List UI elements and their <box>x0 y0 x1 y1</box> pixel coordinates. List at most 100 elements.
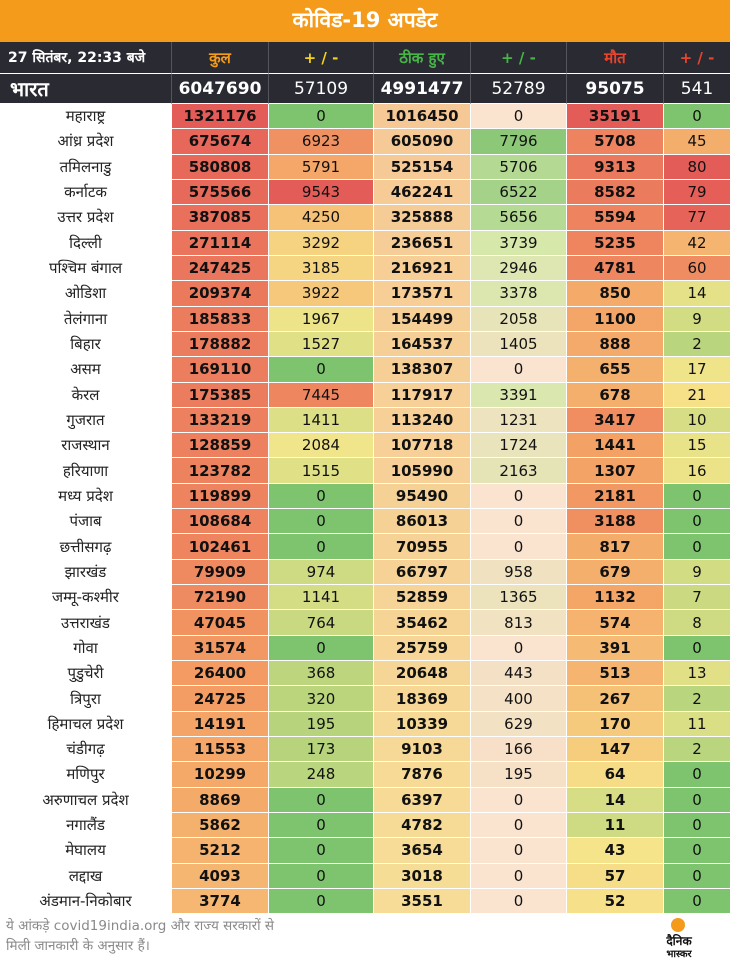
cell-recovered: 236651 <box>374 230 471 256</box>
cell-recovered-change: 1365 <box>471 585 567 611</box>
national-recovered: 4991477 <box>374 74 471 104</box>
cell-recovered-change: 443 <box>471 661 567 687</box>
cell-deaths-change: 0 <box>664 483 730 510</box>
source-note-line1: ये आंकड़े covid19india.org और राज्य सरका… <box>6 918 275 934</box>
cell-deaths-change: 79 <box>664 179 730 206</box>
cell-deaths-change: 8 <box>664 610 730 636</box>
state-name: चंडीगढ़ <box>0 737 172 763</box>
cell-total: 14191 <box>172 711 269 737</box>
cell-deaths-change: 9 <box>664 306 730 332</box>
cell-recovered: 10339 <box>374 711 471 737</box>
cell-total: 580808 <box>172 154 269 180</box>
state-name: छत्तीसगढ़ <box>0 534 172 560</box>
cell-recovered: 6397 <box>374 787 471 813</box>
table-row: नगालैंड 5862 0 4782 0 11 0 <box>0 812 730 839</box>
table-row: लद्दाख 4093 0 3018 0 57 0 <box>0 863 730 889</box>
cell-deaths-change: 45 <box>664 129 730 155</box>
cell-deaths: 52 <box>567 888 664 915</box>
cell-deaths-change: 0 <box>664 812 730 839</box>
state-name: आंध्र प्रदेश <box>0 129 172 155</box>
logo-line2: भास्कर <box>666 949 692 960</box>
cell-deaths-change: 10 <box>664 407 730 434</box>
cell-recovered-change: 0 <box>471 534 567 560</box>
cell-total-change: 0 <box>269 104 374 130</box>
cell-deaths: 3417 <box>567 407 664 434</box>
cell-deaths: 5708 <box>567 129 664 155</box>
table-row: गुजरात 133219 1411 113240 1231 3417 10 <box>0 407 730 434</box>
cell-recovered-change: 0 <box>471 812 567 839</box>
cell-deaths: 888 <box>567 331 664 358</box>
cell-deaths-change: 0 <box>664 838 730 864</box>
cell-total: 10299 <box>172 762 269 788</box>
header-deaths: मौत <box>567 42 664 74</box>
state-name: मणिपुर <box>0 762 172 788</box>
cell-total: 185833 <box>172 306 269 332</box>
cell-recovered-change: 0 <box>471 838 567 864</box>
table-row: हिमाचल प्रदेश 14191 195 10339 629 170 11 <box>0 711 730 737</box>
cell-recovered-change: 1724 <box>471 433 567 459</box>
cell-deaths: 3188 <box>567 509 664 535</box>
cell-recovered: 3654 <box>374 838 471 864</box>
state-name: मध्य प्रदेश <box>0 483 172 510</box>
cell-recovered-change: 6522 <box>471 179 567 206</box>
cell-recovered: 154499 <box>374 306 471 332</box>
table-row: तेलंगाना 185833 1967 154499 2058 1100 9 <box>0 306 730 332</box>
state-name: केरल <box>0 382 172 408</box>
cell-deaths: 679 <box>567 559 664 586</box>
cell-deaths: 57 <box>567 863 664 889</box>
cell-deaths-change: 17 <box>664 357 730 383</box>
cell-deaths-change: 2 <box>664 737 730 763</box>
state-name: अरुणाचल प्रदेश <box>0 787 172 813</box>
table-row: दिल्ली 271114 3292 236651 3739 5235 42 <box>0 230 730 256</box>
cell-recovered-change: 2163 <box>471 458 567 484</box>
cell-deaths-change: 0 <box>664 863 730 889</box>
cell-total-change: 0 <box>269 635 374 662</box>
state-name: कर्नाटक <box>0 179 172 206</box>
cell-recovered-change: 3391 <box>471 382 567 408</box>
cell-recovered-change: 0 <box>471 509 567 535</box>
cell-recovered: 9103 <box>374 737 471 763</box>
cell-recovered-change: 7796 <box>471 129 567 155</box>
cell-deaths-change: 0 <box>664 635 730 662</box>
cell-recovered: 70955 <box>374 534 471 560</box>
national-deaths-change: 541 <box>664 74 730 104</box>
cell-total-change: 0 <box>269 357 374 383</box>
state-name: हरियाणा <box>0 458 172 484</box>
cell-total-change: 0 <box>269 888 374 915</box>
state-name: झारखंड <box>0 559 172 586</box>
cell-deaths-change: 11 <box>664 711 730 737</box>
cell-deaths: 267 <box>567 686 664 712</box>
cell-total: 675674 <box>172 129 269 155</box>
cell-deaths-change: 80 <box>664 154 730 180</box>
cell-deaths: 655 <box>567 357 664 383</box>
cell-total-change: 5791 <box>269 154 374 180</box>
cell-deaths-change: 0 <box>664 787 730 813</box>
dainik-bhaskar-logo: दैनिक भास्कर <box>655 918 703 966</box>
table-row: राजस्थान 128859 2084 107718 1724 1441 15 <box>0 433 730 459</box>
cell-total: 1321176 <box>172 104 269 130</box>
state-name: लद्दाख <box>0 863 172 889</box>
cell-total-change: 368 <box>269 661 374 687</box>
state-name: राजस्थान <box>0 433 172 459</box>
cell-deaths: 1100 <box>567 306 664 332</box>
cell-deaths: 5594 <box>567 205 664 231</box>
state-name: अंडमान-निकोबार <box>0 888 172 915</box>
table-row: मध्य प्रदेश 119899 0 95490 0 2181 0 <box>0 483 730 510</box>
cell-deaths: 817 <box>567 534 664 560</box>
table-row: ओडिशा 209374 3922 173571 3378 850 14 <box>0 281 730 307</box>
cell-total-change: 0 <box>269 812 374 839</box>
cell-recovered-change: 0 <box>471 104 567 130</box>
cell-deaths-change: 0 <box>664 104 730 130</box>
cell-total-change: 0 <box>269 787 374 813</box>
state-name: हिमाचल प्रदेश <box>0 711 172 737</box>
state-name: पश्चिम बंगाल <box>0 255 172 282</box>
cell-total-change: 3922 <box>269 281 374 307</box>
cell-total-change: 248 <box>269 762 374 788</box>
cell-recovered: 18369 <box>374 686 471 712</box>
cell-deaths: 5235 <box>567 230 664 256</box>
cell-total-change: 173 <box>269 737 374 763</box>
cell-deaths: 574 <box>567 610 664 636</box>
cell-total-change: 1515 <box>269 458 374 484</box>
cell-recovered-change: 0 <box>471 635 567 662</box>
